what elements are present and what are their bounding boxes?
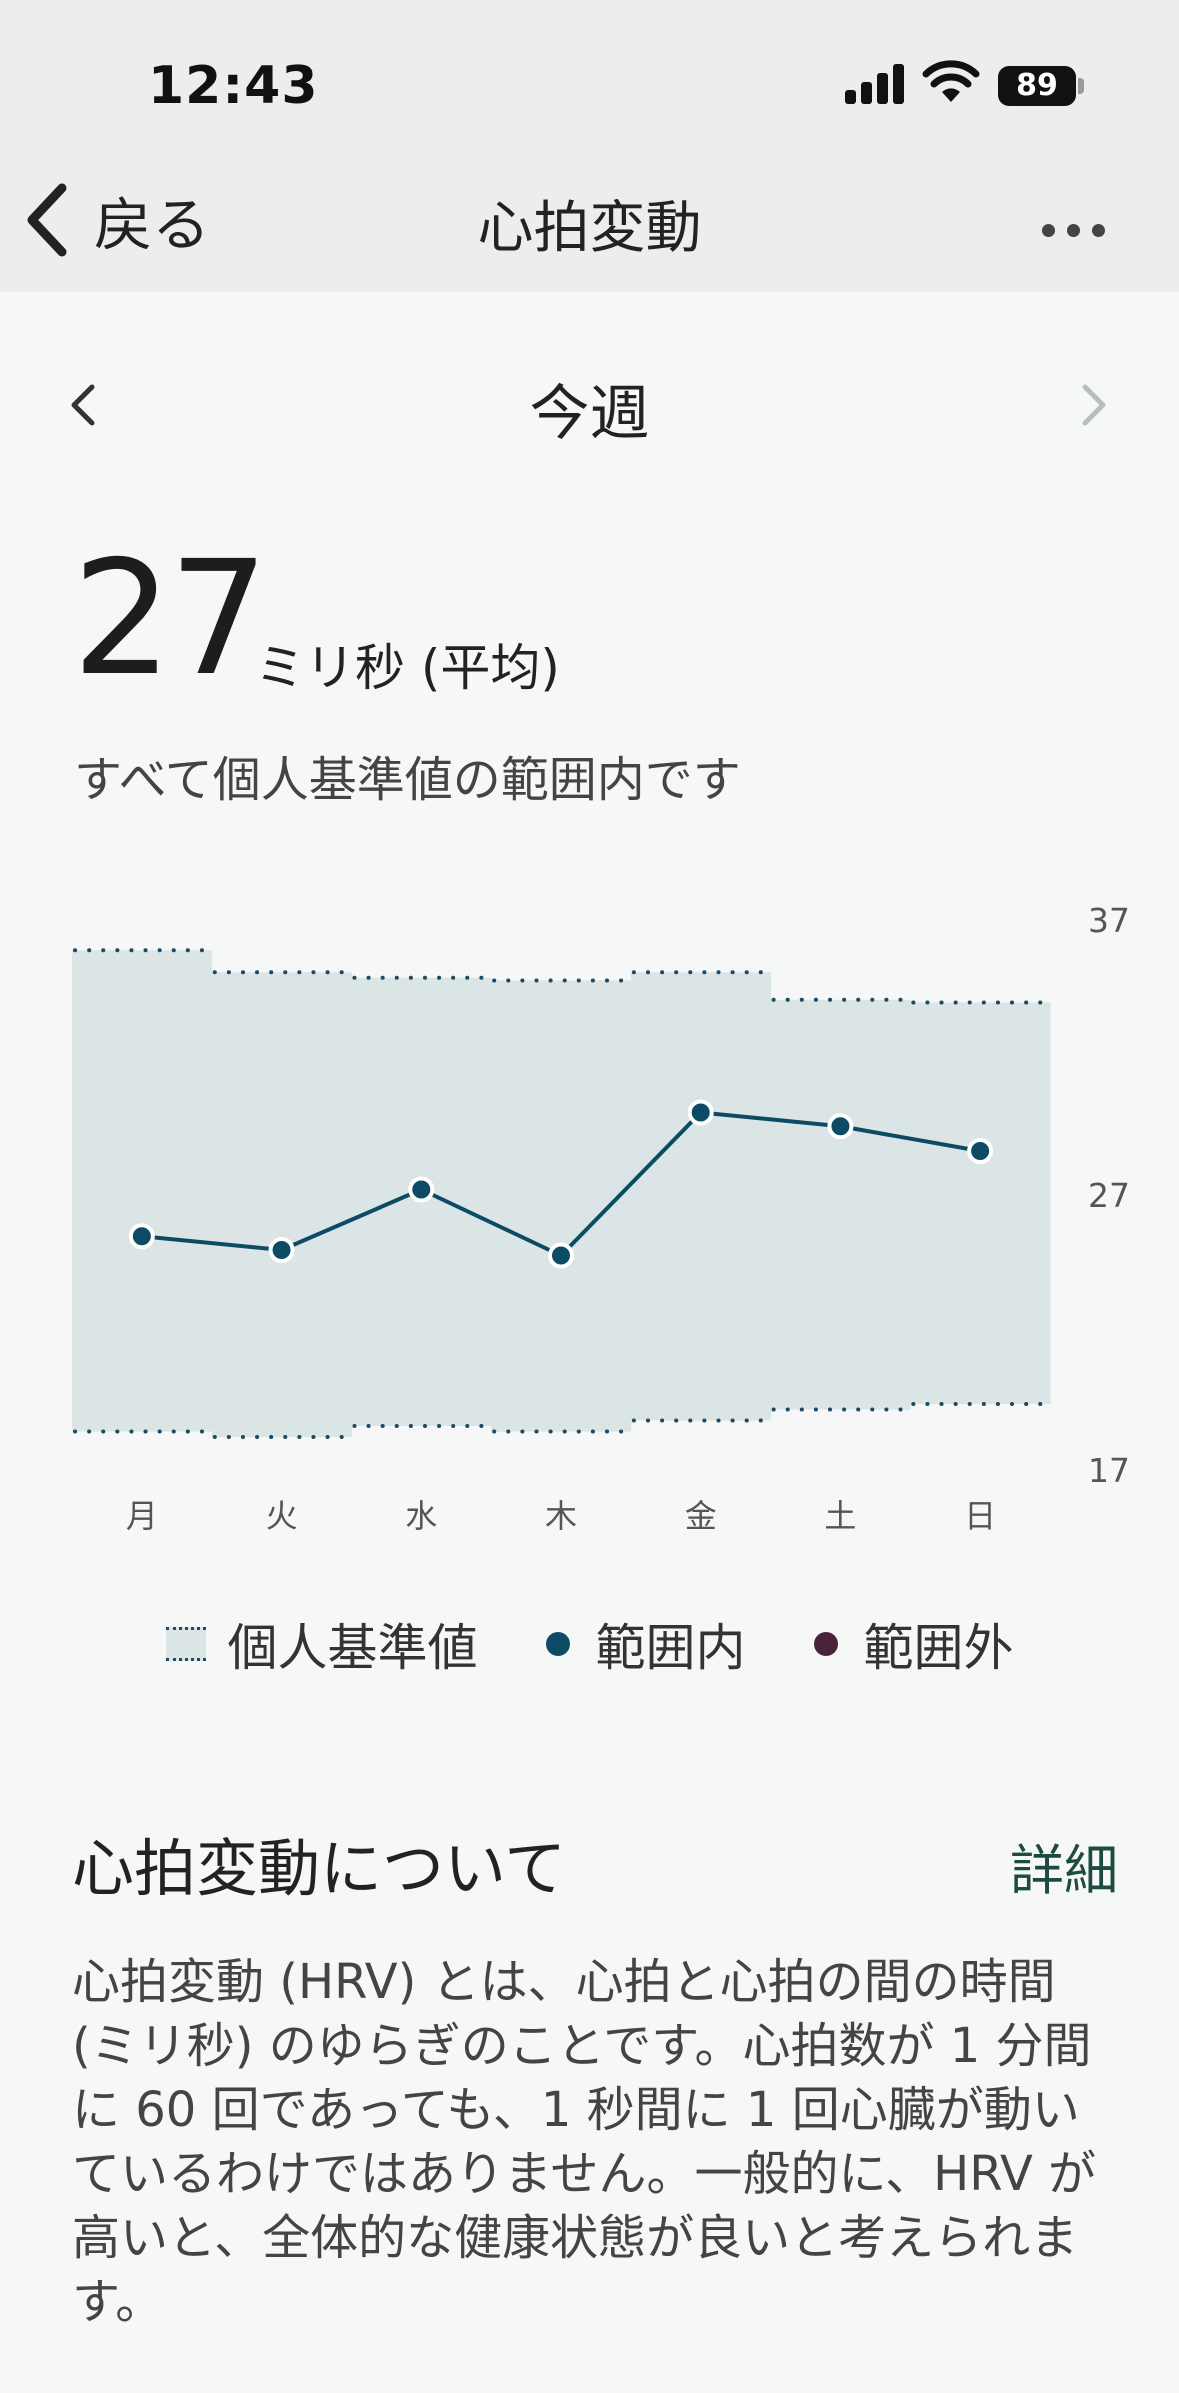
y-tick-label: 17 <box>1088 1451 1130 1490</box>
average-value: 27 <box>72 527 269 711</box>
range-status-note: すべて個人基準値の範囲内です <box>74 752 741 808</box>
back-label: 戻る <box>94 191 211 259</box>
battery-icon: 89 <box>998 66 1076 106</box>
more-options-button[interactable] <box>1028 210 1118 250</box>
data-point-1 <box>128 1223 155 1250</box>
chart-legend: 個人基準値 範囲内 範囲外 <box>0 1608 1179 1680</box>
next-period-button[interactable] <box>1075 375 1115 435</box>
data-point-3 <box>408 1176 435 1203</box>
data-point-6 <box>827 1113 854 1140</box>
data-point-5 <box>687 1099 714 1126</box>
x-tick-label: 火 <box>266 1497 298 1535</box>
y-tick-label: 37 <box>1088 901 1130 940</box>
hrv-chart: 月 火 水 木 金 土 日 37 27 17 <box>72 901 1130 1535</box>
baseline-band-segment <box>72 950 213 1432</box>
more-dot-icon <box>1091 223 1105 237</box>
baseline-swatch-icon <box>165 1627 206 1661</box>
previous-period-button[interactable] <box>62 375 102 435</box>
data-point-4 <box>548 1242 574 1269</box>
legend-label-baseline: 個人基準値 <box>227 1619 478 1677</box>
back-button[interactable]: 戻る <box>24 180 210 260</box>
data-point-7 <box>967 1138 994 1164</box>
baseline-band-segment <box>770 999 911 1410</box>
about-section-title: 心拍変動について <box>72 1832 567 1905</box>
x-tick-label: 水 <box>405 1497 437 1535</box>
more-dot-icon <box>1041 223 1055 237</box>
x-tick-label: 土 <box>824 1497 856 1535</box>
more-dot-icon <box>1066 223 1080 237</box>
data-point-2 <box>268 1237 295 1263</box>
wifi-icon <box>922 60 980 102</box>
legend-label-out-of-range: 範囲外 <box>863 1619 1014 1677</box>
status-bar: 12:43 89 <box>0 0 1179 170</box>
legend-item-baseline: 個人基準値 <box>165 1608 478 1680</box>
about-section-body: 心拍変動 (HRV) とは、心拍と心拍の間の時間 (ミリ秒) のゆらぎのことです… <box>72 1954 1097 2330</box>
legend-item-out-of-range: 範囲外 <box>813 1608 1014 1680</box>
period-label: 今週 <box>529 379 650 449</box>
out-of-range-dot-icon <box>813 1632 838 1656</box>
average-unit: ミリ秒 (平均) <box>255 639 560 697</box>
battery-nub <box>1078 78 1084 94</box>
in-range-dot-icon <box>545 1632 570 1656</box>
x-tick-label: 月 <box>126 1497 158 1535</box>
cellular-signal-icon <box>845 62 905 104</box>
x-tick-label: 木 <box>545 1497 577 1535</box>
status-time: 12:43 <box>148 56 319 116</box>
baseline-band-segment <box>211 972 352 1437</box>
x-tick-label: 日 <box>964 1497 996 1535</box>
y-tick-label: 27 <box>1088 1176 1130 1215</box>
details-link[interactable]: 詳細 <box>1010 1839 1118 1902</box>
page-title: 心拍変動 <box>477 196 702 261</box>
legend-label-in-range: 範囲内 <box>595 1619 746 1677</box>
x-tick-label: 金 <box>685 1497 717 1535</box>
chevron-left-icon <box>27 183 67 257</box>
baseline-band-segment <box>910 1002 1051 1404</box>
legend-item-in-range: 範囲内 <box>545 1608 746 1680</box>
navigation-bar <box>0 170 1179 292</box>
baseline-band-segment <box>630 972 772 1421</box>
